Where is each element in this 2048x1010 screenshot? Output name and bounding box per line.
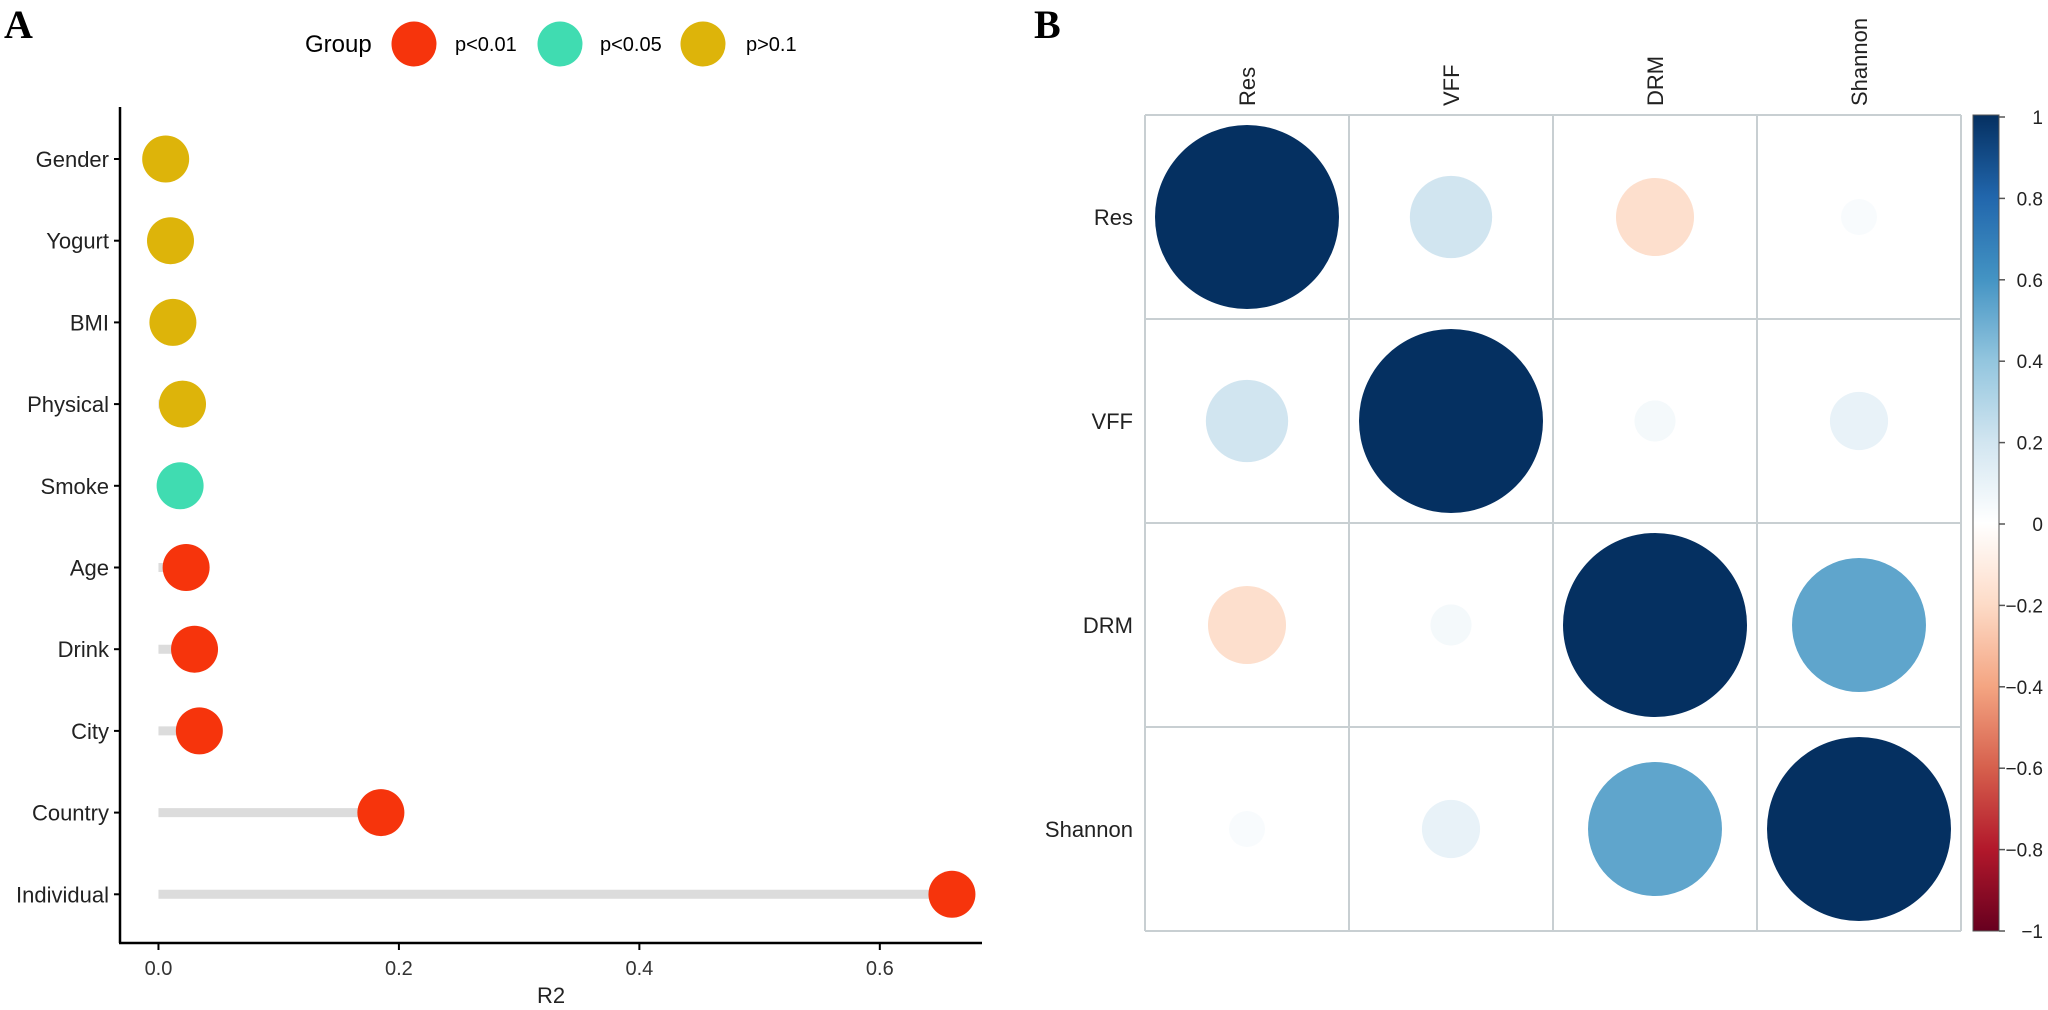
col-label-vff: VFF xyxy=(1439,64,1464,106)
lollipop-segments xyxy=(158,154,952,899)
y-tick-label-city: City xyxy=(71,719,109,744)
colorbar xyxy=(1972,114,2000,932)
x-tick-label-3: 0.6 xyxy=(866,958,894,980)
y-tick-labels: Gender Yogurt BMI Physical Smoke Age Drink City… xyxy=(16,147,110,907)
legend-label-1: p<0.01 xyxy=(455,34,517,56)
point-drink xyxy=(171,625,219,673)
circle-shannon-vff xyxy=(1421,799,1481,859)
y-tick-label-smoke: Smoke xyxy=(41,474,109,499)
circle-drm-vff xyxy=(1430,604,1472,646)
colorbar-tick-label-2: 0.6 xyxy=(2017,271,2043,292)
circle-res-vff xyxy=(1409,175,1493,259)
row-labels: Res VFF DRM Shannon xyxy=(1045,205,1133,842)
y-tick-label-yogurt: Yogurt xyxy=(46,229,109,254)
circle-drm-shannon xyxy=(1792,558,1926,692)
panel-b: B Res VFF DRM Shannon Res VFF DRM Shannon 1 0.8… xyxy=(1034,2,2043,943)
colorbar-gradient xyxy=(1972,114,2000,932)
panel-a-legend: Group p<0.01 p<0.05 p>0.1 xyxy=(305,21,797,67)
col-label-res: Res xyxy=(1235,67,1260,106)
point-city xyxy=(175,707,223,755)
legend-key-3 xyxy=(680,21,726,67)
circle-vff-drm xyxy=(1634,400,1676,442)
point-physical xyxy=(159,380,207,428)
legend-key-2 xyxy=(537,21,583,67)
x-tick-label-1: 0.2 xyxy=(385,958,413,980)
y-tick-label-individual: Individual xyxy=(16,882,109,907)
row-label-res: Res xyxy=(1094,205,1133,230)
colorbar-tick-label-0: 1 xyxy=(2032,108,2043,129)
colorbar-ticks: 1 0.8 0.6 0.4 0.2 0 −0.2 −0.4 −0.6 −0.8 −1 xyxy=(1999,108,2043,943)
circle-shannon-drm xyxy=(1588,762,1722,896)
circle-res-drm xyxy=(1615,177,1695,257)
circle-drm-res xyxy=(1207,585,1287,665)
column-labels: Res VFF DRM Shannon xyxy=(1235,18,1872,106)
lollipop-points xyxy=(142,135,976,918)
colorbar-tick-label-3: 0.4 xyxy=(2017,352,2044,373)
x-tick-labels: 0.0 0.2 0.4 0.6 xyxy=(145,958,894,980)
y-tick-label-drink: Drink xyxy=(58,637,110,662)
circle-res-res xyxy=(1155,125,1339,309)
legend-title: Group xyxy=(305,31,372,58)
circle-shannon-shannon xyxy=(1767,737,1951,921)
circle-res-shannon xyxy=(1841,199,1877,235)
x-tick-label-0: 0.0 xyxy=(145,958,173,980)
correlation-circles xyxy=(1155,125,1951,921)
row-label-drm: DRM xyxy=(1083,613,1133,638)
y-tick-label-gender: Gender xyxy=(36,147,109,172)
legend-label-3: p>0.1 xyxy=(746,34,797,56)
x-axis-title: R2 xyxy=(537,983,565,1008)
colorbar-tick-label-6: −0.2 xyxy=(2005,596,2043,617)
panel-b-label: B xyxy=(1034,2,1061,47)
colorbar-tick-label-5: 0 xyxy=(2032,515,2043,536)
point-age xyxy=(162,544,210,591)
panel-a-label: A xyxy=(4,2,33,47)
colorbar-tick-label-4: 0.2 xyxy=(2017,434,2043,455)
circle-drm-drm xyxy=(1563,533,1747,717)
y-tick-label-physical: Physical xyxy=(27,392,109,417)
legend-key-1 xyxy=(391,21,437,67)
panel-a: A Group p<0.01 p<0.05 p>0.1 Gender Yogurt BM… xyxy=(4,2,982,1008)
y-tick-label-country: Country xyxy=(32,801,109,826)
y-tick-label-bmi: BMI xyxy=(70,310,109,335)
point-individual xyxy=(928,870,976,918)
col-label-drm: DRM xyxy=(1643,56,1668,106)
circle-vff-shannon xyxy=(1829,391,1889,451)
row-label-shannon: Shannon xyxy=(1045,817,1133,842)
circle-shannon-res xyxy=(1229,811,1265,847)
point-smoke xyxy=(156,462,204,510)
circle-vff-vff xyxy=(1359,329,1543,513)
point-bmi xyxy=(149,298,197,346)
panel-a-axes xyxy=(114,107,982,950)
row-label-vff: VFF xyxy=(1091,409,1133,434)
circle-vff-res xyxy=(1205,379,1289,463)
point-gender xyxy=(142,135,190,183)
point-country xyxy=(357,789,405,837)
colorbar-tick-label-10: −1 xyxy=(2021,922,2043,943)
colorbar-tick-label-1: 0.8 xyxy=(2017,189,2043,210)
x-tick-label-2: 0.4 xyxy=(625,958,653,980)
y-tick-label-age: Age xyxy=(70,556,109,581)
colorbar-tick-label-9: −0.8 xyxy=(2005,841,2043,862)
point-yogurt xyxy=(146,217,194,265)
colorbar-tick-label-7: −0.4 xyxy=(2005,678,2043,699)
col-label-shannon: Shannon xyxy=(1847,18,1872,106)
colorbar-tick-label-8: −0.6 xyxy=(2005,759,2043,780)
legend-label-2: p<0.05 xyxy=(600,34,662,56)
